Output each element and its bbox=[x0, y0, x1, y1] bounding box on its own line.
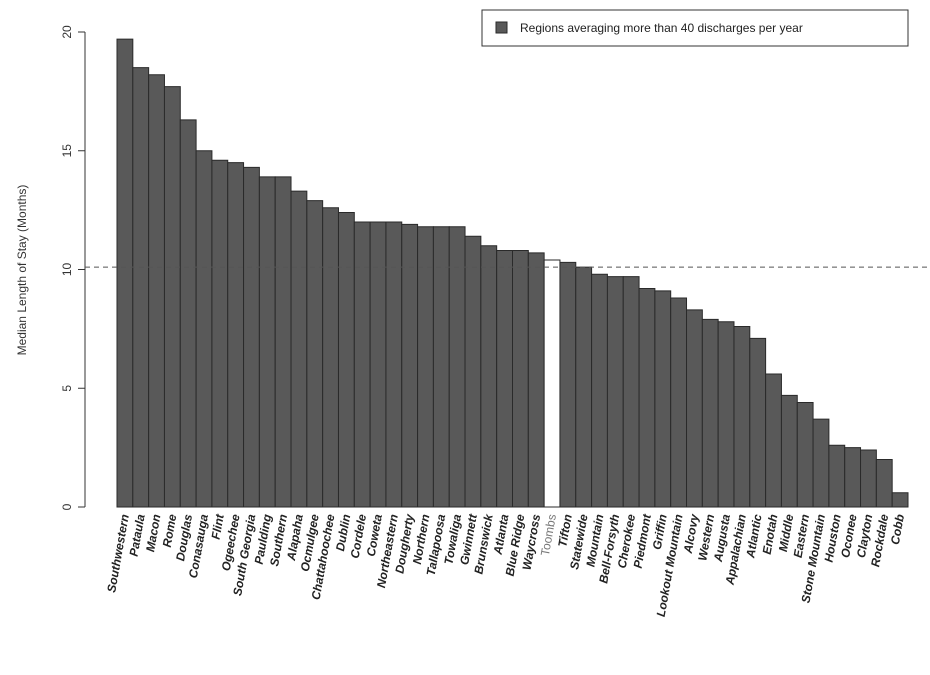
bar-cobb bbox=[891, 492, 909, 508]
bar-brunswick bbox=[480, 245, 498, 508]
bar-atlantic bbox=[749, 337, 767, 508]
bar-ocmulgee bbox=[306, 200, 324, 508]
bar-northeastern bbox=[385, 221, 403, 508]
y-tick-label: 20 bbox=[60, 25, 74, 39]
bar-ogeechee bbox=[227, 162, 245, 508]
bar-dublin bbox=[337, 212, 355, 508]
x-tick-label: Rome bbox=[160, 513, 180, 549]
bar-rockdale bbox=[875, 459, 893, 508]
bar-piedmont bbox=[638, 288, 656, 508]
bar-bell-forsyth bbox=[606, 276, 624, 508]
bar-south-georgia bbox=[243, 166, 260, 508]
bar-griffin bbox=[654, 290, 672, 508]
y-tick-label: 5 bbox=[60, 385, 74, 392]
bar-blue-ridge bbox=[512, 250, 529, 508]
y-tick-label: 15 bbox=[60, 144, 74, 158]
bar-paulding bbox=[258, 176, 276, 508]
bar-douglas bbox=[179, 119, 197, 508]
x-tick-label: Flint bbox=[209, 512, 227, 540]
bar-oconee bbox=[844, 447, 862, 508]
bar-clayton bbox=[860, 449, 877, 508]
bar-toombs bbox=[543, 259, 561, 508]
x-tick-labels: SouthwesternPataulaMaconRomeDouglasConas… bbox=[104, 512, 907, 618]
bar-southern bbox=[274, 176, 292, 508]
bar-western bbox=[701, 318, 719, 508]
x-tick-label: Macon bbox=[143, 513, 163, 553]
bar-rome bbox=[163, 86, 181, 508]
legend: Regions averaging more than 40 discharge… bbox=[481, 9, 909, 47]
bar-tallapoosa bbox=[432, 226, 450, 508]
bar-northern bbox=[417, 226, 434, 508]
x-tick-label: Cobb bbox=[888, 513, 907, 546]
bar-statewide bbox=[575, 266, 593, 508]
x-tick-label: Middle bbox=[776, 513, 796, 553]
bar-appalachian bbox=[733, 326, 751, 508]
bar-eastern bbox=[796, 402, 814, 508]
bar-gwinnett bbox=[464, 235, 482, 508]
y-tick-label: 10 bbox=[60, 263, 74, 277]
bar-conasauga bbox=[195, 150, 213, 508]
bar-augusta bbox=[717, 321, 735, 508]
legend-label: Regions averaging more than 40 discharge… bbox=[520, 21, 803, 35]
bar-macon bbox=[148, 74, 165, 508]
x-tick-label: Dublin bbox=[333, 513, 353, 552]
bar-enotah bbox=[765, 373, 782, 508]
bar-waycross bbox=[527, 252, 545, 508]
x-tick-label: Tifton bbox=[555, 513, 575, 548]
bar-towaliga bbox=[448, 226, 466, 508]
bar-middle bbox=[780, 394, 798, 508]
bar-southwestern bbox=[116, 38, 134, 508]
bar-cordele bbox=[353, 221, 371, 508]
bar-pataula bbox=[132, 67, 150, 508]
bar-tifton bbox=[559, 261, 577, 508]
bar-alapaha bbox=[290, 190, 308, 508]
x-tick-label: Griffin bbox=[650, 513, 670, 551]
legend-swatch bbox=[495, 21, 508, 34]
bar-mountain bbox=[591, 273, 608, 508]
bar-stone-mountain bbox=[812, 418, 830, 508]
bar-atlanta bbox=[496, 250, 513, 508]
y-axis: 0 5 10 15 20 bbox=[60, 25, 86, 510]
bar-coweta bbox=[369, 221, 387, 508]
y-tick-label: 0 bbox=[60, 503, 74, 510]
legend-box bbox=[481, 9, 909, 47]
bar-alcovy bbox=[686, 309, 703, 508]
bar-flint bbox=[211, 159, 229, 508]
bar-lookout-mountain bbox=[670, 297, 688, 508]
bar-cherokee bbox=[622, 276, 640, 508]
bar-chattahoochee bbox=[322, 207, 339, 508]
bar-houston bbox=[828, 444, 846, 508]
bars bbox=[116, 38, 909, 508]
x-tick-label: Enotah bbox=[760, 513, 781, 555]
y-axis-label: Median Length of Stay (Months) bbox=[15, 185, 29, 356]
